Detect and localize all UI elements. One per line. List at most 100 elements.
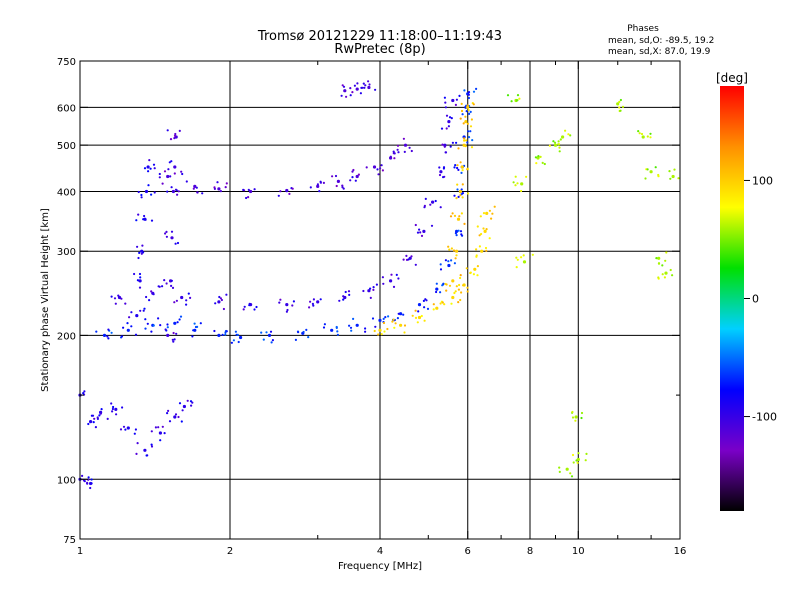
y-tick-label: 600 xyxy=(57,103,76,114)
data-point xyxy=(459,298,462,302)
data-point xyxy=(460,165,464,169)
data-point xyxy=(673,168,676,171)
data-point xyxy=(106,335,109,338)
data-point xyxy=(455,249,459,253)
data-point xyxy=(150,445,154,448)
data-point xyxy=(150,193,153,196)
data-point xyxy=(136,442,139,445)
data-point xyxy=(342,85,346,88)
data-point xyxy=(669,268,672,272)
data-point xyxy=(390,273,393,276)
data-point xyxy=(374,88,377,91)
data-point xyxy=(342,295,345,298)
data-point xyxy=(455,141,458,144)
data-point xyxy=(472,103,475,106)
data-point xyxy=(475,254,478,257)
data-point xyxy=(464,120,468,124)
data-point xyxy=(518,97,521,100)
data-point xyxy=(389,279,393,283)
data-point xyxy=(148,299,151,302)
data-point xyxy=(179,315,183,318)
data-point xyxy=(138,272,142,276)
data-point xyxy=(397,151,400,154)
data-point xyxy=(649,132,652,135)
data-point xyxy=(224,333,227,336)
data-point xyxy=(144,327,147,330)
data-point xyxy=(316,183,319,186)
data-point xyxy=(382,282,385,285)
data-point xyxy=(168,161,171,164)
data-point xyxy=(460,188,463,191)
data-point xyxy=(168,420,172,423)
data-point xyxy=(424,197,427,200)
data-point xyxy=(217,300,221,304)
data-point xyxy=(177,415,180,419)
data-point xyxy=(349,94,352,97)
data-point xyxy=(173,338,176,341)
data-point xyxy=(371,317,375,320)
data-point xyxy=(154,426,157,429)
data-point xyxy=(124,302,127,305)
data-point xyxy=(285,190,288,193)
data-point xyxy=(102,333,107,337)
x-axis-ticks: 1 2 4 6 8 10 16 xyxy=(77,61,686,557)
data-point xyxy=(443,145,446,148)
data-point xyxy=(402,258,405,261)
data-point xyxy=(665,251,668,254)
data-point xyxy=(214,302,217,305)
data-point xyxy=(146,322,149,325)
data-point xyxy=(178,129,181,132)
data-point xyxy=(445,283,448,286)
data-point xyxy=(465,267,468,270)
data-point xyxy=(364,84,367,87)
data-point xyxy=(291,304,294,307)
data-point xyxy=(362,82,365,85)
data-point xyxy=(434,199,437,203)
data-point xyxy=(516,94,520,97)
data-point xyxy=(378,328,382,332)
data-point xyxy=(485,211,489,215)
data-point xyxy=(173,301,176,304)
data-point xyxy=(514,184,517,187)
data-point xyxy=(163,432,166,435)
data-point xyxy=(150,443,153,446)
y-tick-label: 200 xyxy=(57,331,76,342)
data-point xyxy=(96,416,99,419)
data-point xyxy=(432,308,435,311)
data-point xyxy=(468,112,471,115)
data-point xyxy=(443,175,446,178)
data-point xyxy=(279,190,282,193)
data-point xyxy=(380,164,383,167)
data-point xyxy=(372,288,375,291)
data-point xyxy=(456,166,459,170)
phase-info-o: mean, sd,O: -89.5, 19.2 xyxy=(608,36,714,46)
data-point xyxy=(248,302,251,305)
data-point xyxy=(91,414,95,417)
data-point xyxy=(478,245,481,248)
data-point xyxy=(403,143,408,147)
data-point xyxy=(95,330,98,333)
data-point xyxy=(142,251,145,254)
data-point xyxy=(543,162,546,166)
data-point xyxy=(453,194,456,197)
data-point xyxy=(451,212,454,215)
data-point xyxy=(99,412,102,415)
data-point xyxy=(348,324,351,327)
data-point xyxy=(458,283,461,287)
data-point xyxy=(485,249,488,252)
data-point xyxy=(520,256,523,259)
data-point xyxy=(512,181,515,184)
data-point xyxy=(548,144,552,147)
data-point xyxy=(319,298,322,301)
data-point xyxy=(558,466,561,469)
data-point xyxy=(152,163,156,166)
data-point xyxy=(422,299,425,302)
data-point xyxy=(461,192,464,195)
data-point xyxy=(439,302,442,305)
data-point xyxy=(312,298,315,301)
data-point xyxy=(439,170,443,174)
data-point xyxy=(444,101,447,104)
data-point xyxy=(408,146,411,149)
data-point xyxy=(441,284,444,287)
